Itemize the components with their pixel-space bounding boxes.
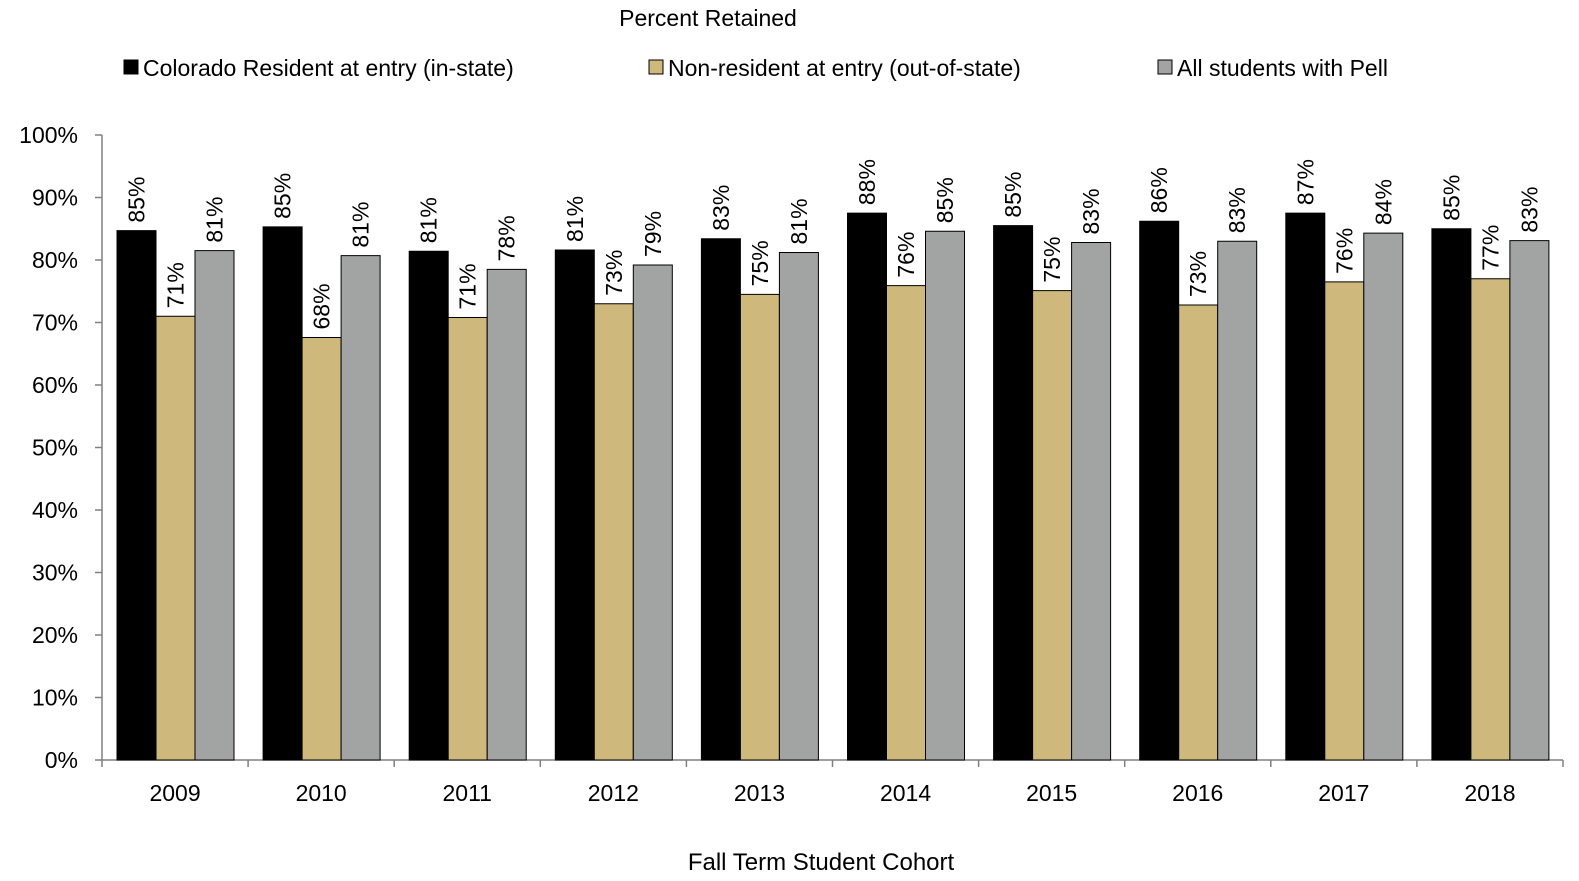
y-tick-label: 40% — [32, 497, 78, 523]
x-axis-title: Fall Term Student Cohort — [688, 849, 955, 876]
bars — [116, 212, 1550, 761]
data-label: 81% — [562, 196, 588, 242]
bar — [700, 238, 741, 761]
bar-labels: 85% 85% 81% 81% 83% 88% 85% 86% 87% 85% 71% 68% 71% 7… — [124, 159, 1543, 329]
y-axis: 0% 10% 20% 30% 40% 50% 60% 70% 80% 90% 100% — [19, 122, 103, 773]
data-label: 81% — [202, 197, 228, 243]
y-tick-label: 60% — [32, 372, 78, 398]
data-label: 86% — [1146, 167, 1172, 213]
data-label: 68% — [309, 283, 335, 329]
x-tick-label: 2016 — [1172, 780, 1223, 806]
data-label: 83% — [708, 185, 734, 231]
bar — [1217, 240, 1258, 761]
bar — [993, 225, 1034, 761]
data-label: 87% — [1292, 159, 1318, 205]
data-label: 85% — [1000, 172, 1026, 218]
bar — [301, 337, 342, 761]
bar — [632, 264, 673, 761]
bar — [593, 303, 634, 761]
x-tick-label: 2014 — [880, 780, 931, 806]
legend-label: Colorado Resident at entry (in-state) — [143, 55, 514, 81]
data-label: 83% — [1078, 188, 1104, 234]
data-label: 88% — [854, 159, 880, 205]
legend-label: All students with Pell — [1177, 55, 1388, 81]
x-tick-label: 2009 — [149, 780, 200, 806]
bar — [408, 250, 449, 761]
data-label: 83% — [1224, 187, 1250, 233]
legend-swatch — [1157, 59, 1173, 75]
bar — [1363, 232, 1404, 761]
bar — [739, 293, 780, 761]
data-label: 76% — [893, 232, 919, 278]
x-tick-label: 2012 — [588, 780, 639, 806]
data-label: 78% — [494, 215, 520, 261]
x-tick-label: 2015 — [1026, 780, 1077, 806]
bar — [262, 226, 303, 761]
bar — [1470, 278, 1511, 761]
data-label: 76% — [1331, 228, 1357, 274]
x-tick-label: 2018 — [1464, 780, 1515, 806]
data-label: 85% — [124, 177, 150, 223]
x-tick-label: 2017 — [1318, 780, 1369, 806]
data-label: 85% — [932, 177, 958, 223]
y-tick-label: 100% — [19, 122, 78, 148]
bar — [778, 252, 819, 761]
bar — [1071, 242, 1112, 761]
bar — [1285, 212, 1326, 761]
data-label: 85% — [1438, 175, 1464, 221]
data-label: 81% — [348, 202, 374, 248]
bar — [554, 249, 595, 761]
y-tick-label: 90% — [32, 185, 78, 211]
data-label: 73% — [601, 250, 627, 296]
legend-swatch — [648, 59, 664, 75]
bar — [1509, 240, 1550, 761]
bar — [486, 268, 527, 761]
bar — [116, 230, 157, 761]
x-axis: 2009 2010 2011 2012 2013 2014 2015 2016 2017 2018 — [101, 759, 1564, 806]
bar — [1032, 290, 1073, 761]
y-tick-label: 30% — [32, 560, 78, 586]
bar — [1431, 228, 1472, 761]
data-label: 81% — [786, 198, 812, 244]
data-label: 77% — [1477, 225, 1503, 271]
x-tick-label: 2010 — [296, 780, 347, 806]
data-label: 71% — [163, 262, 189, 308]
y-tick-label: 80% — [32, 247, 78, 273]
bar — [155, 315, 196, 761]
bar — [1324, 281, 1365, 761]
x-tick-label: 2013 — [734, 780, 785, 806]
legend-label: Non-resident at entry (out-of-state) — [668, 55, 1021, 81]
data-label: 84% — [1370, 179, 1396, 225]
bar — [1139, 220, 1180, 761]
data-label: 73% — [1185, 251, 1211, 297]
legend-swatch — [123, 59, 139, 75]
data-label: 75% — [1039, 237, 1065, 283]
bar — [194, 250, 235, 761]
data-label: 81% — [416, 197, 442, 243]
data-label: 71% — [455, 263, 481, 309]
data-label: 79% — [640, 211, 666, 257]
y-tick-label: 70% — [32, 310, 78, 336]
bar — [925, 230, 965, 761]
bar — [886, 285, 926, 761]
data-label: 75% — [747, 240, 773, 286]
y-tick-label: 50% — [32, 435, 78, 461]
bar — [447, 317, 488, 761]
legend: Colorado Resident at entry (in-state) Non… — [123, 55, 1388, 81]
bar — [340, 255, 381, 761]
data-label: 85% — [270, 173, 296, 219]
y-tick-label: 10% — [32, 685, 78, 711]
bar — [1178, 304, 1219, 761]
y-tick-label: 20% — [32, 622, 78, 648]
y-tick-label: 0% — [45, 747, 78, 773]
data-label: 83% — [1516, 187, 1542, 233]
chart-title: Percent Retained — [619, 5, 797, 31]
x-tick-label: 2011 — [443, 780, 492, 806]
bar — [847, 212, 887, 761]
